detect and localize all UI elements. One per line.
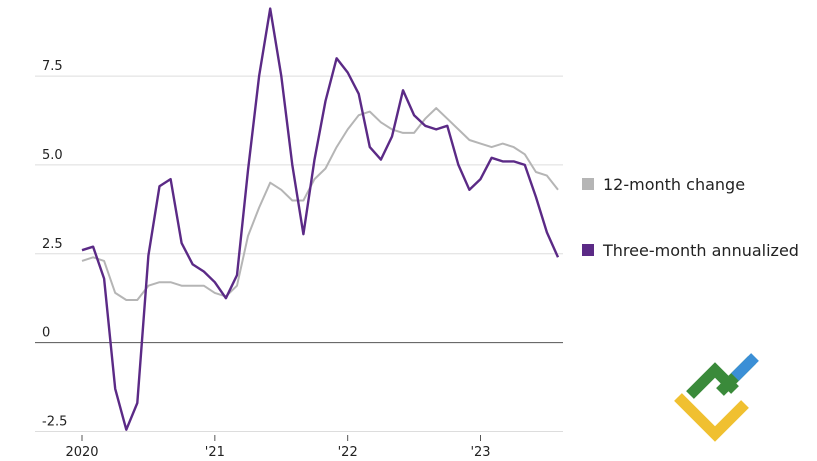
y-tick-label: 7.5 [42, 59, 63, 74]
y-tick-label: 2.5 [42, 237, 63, 252]
x-tick-label: '23 [470, 445, 490, 460]
legend-label: 12-month change [603, 175, 745, 194]
x-tick-label: '22 [338, 445, 358, 460]
logo [674, 353, 759, 442]
y-tick-label: 5.0 [42, 148, 63, 163]
x-tick-label: 2020 [65, 445, 98, 460]
series-line [81, 7, 560, 431]
legend-swatch [582, 178, 594, 190]
y-tick-label: 0 [42, 326, 50, 341]
x-tick-label: '21 [205, 445, 225, 460]
legend-swatch [582, 244, 594, 256]
legend-label: Three-month annualized [602, 241, 799, 260]
series-line [81, 107, 559, 301]
y-tick-label: -2.5 [42, 414, 67, 429]
plot: -2.5 0 2.5 5.0 7.5 2020 '21 '22 '23 12-month chan… [35, 7, 799, 460]
